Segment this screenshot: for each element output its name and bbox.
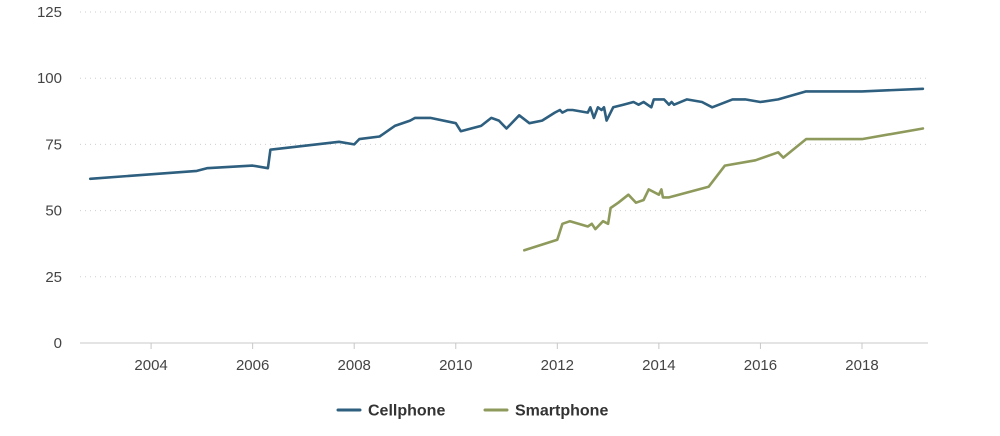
- legend-label-cellphone: Cellphone: [368, 403, 445, 420]
- y-axis: 0 25 50 75 100 125: [37, 4, 62, 352]
- x-axis: 2004 2006 2008 2010 2012 2014 2016 2018: [134, 343, 879, 374]
- x-tick-label: 2018: [845, 357, 878, 374]
- legend: Cellphone Smartphone: [336, 403, 608, 420]
- series-line-smartphone[interactable]: [523, 127, 925, 252]
- series-lines: [88, 87, 925, 252]
- x-tick-label: 2008: [338, 357, 371, 374]
- x-tick-label: 2012: [541, 357, 574, 374]
- gridlines: [80, 11, 928, 344]
- x-tick-label: 2004: [134, 357, 167, 374]
- legend-label-smartphone: Smartphone: [515, 403, 608, 420]
- series-line-cellphone[interactable]: [88, 87, 925, 181]
- legend-item-cellphone[interactable]: Cellphone: [336, 403, 445, 420]
- y-tick-label: 50: [45, 203, 62, 220]
- legend-item-smartphone[interactable]: Smartphone: [483, 403, 608, 420]
- y-tick-label: 125: [37, 4, 62, 21]
- x-tick-label: 2016: [744, 357, 777, 374]
- y-tick-label: 100: [37, 70, 62, 87]
- x-tick-label: 2006: [236, 357, 269, 374]
- y-tick-label: 0: [54, 335, 62, 352]
- x-tick-label: 2010: [439, 357, 472, 374]
- x-tick-label: 2014: [642, 357, 675, 374]
- y-tick-label: 75: [45, 136, 62, 153]
- y-tick-label: 25: [45, 269, 62, 286]
